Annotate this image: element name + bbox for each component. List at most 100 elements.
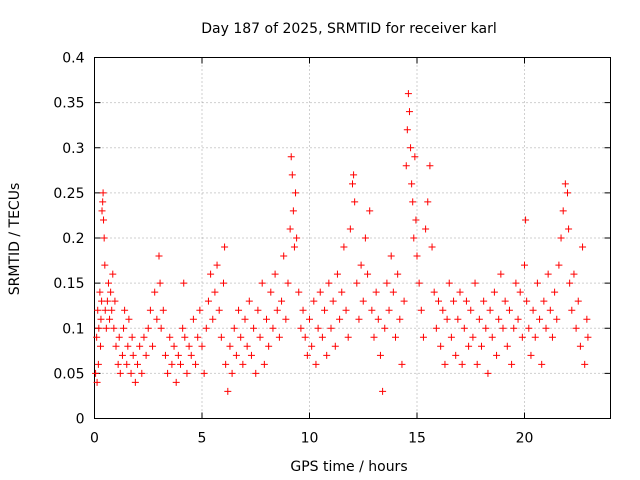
data-point — [467, 306, 475, 314]
x-tick-labels: 0 5 10 15 20 — [90, 431, 533, 447]
data-point — [286, 225, 294, 233]
data-point — [297, 324, 305, 332]
data-point — [258, 279, 266, 287]
data-point — [213, 261, 221, 269]
data-point — [103, 297, 111, 305]
data-point — [97, 342, 105, 350]
data-point — [111, 297, 119, 305]
data-point — [146, 306, 154, 314]
data-point — [120, 324, 128, 332]
data-point — [546, 306, 554, 314]
data-point — [211, 288, 219, 296]
data-point — [159, 306, 167, 314]
data-point — [170, 342, 178, 350]
data-point — [568, 306, 576, 314]
data-point — [123, 360, 131, 368]
data-point — [439, 306, 447, 314]
data-point — [129, 351, 137, 359]
data-point — [327, 324, 335, 332]
data-point — [426, 162, 434, 170]
data-point — [503, 342, 511, 350]
data-point — [269, 324, 277, 332]
y-tick-label: 0 — [76, 412, 85, 428]
data-point — [177, 360, 184, 368]
data-point — [128, 333, 136, 341]
data-point — [209, 315, 217, 323]
data-point — [415, 279, 423, 287]
data-point — [92, 369, 100, 377]
data-point — [124, 342, 132, 350]
data-point — [403, 126, 411, 134]
data-point — [220, 279, 227, 287]
data-point — [108, 306, 116, 314]
data-point — [221, 243, 229, 251]
data-point — [364, 270, 372, 278]
data-point — [179, 324, 187, 332]
data-point — [183, 369, 191, 377]
data-point — [460, 324, 468, 332]
data-point — [140, 333, 148, 341]
data-point — [361, 234, 369, 242]
data-point — [486, 306, 494, 314]
data-point — [217, 333, 225, 341]
data-point — [95, 324, 103, 332]
data-point — [344, 333, 352, 341]
data-point — [252, 369, 260, 377]
data-point — [370, 333, 378, 341]
data-point — [383, 279, 391, 287]
data-point — [408, 180, 416, 188]
data-point — [99, 189, 107, 197]
data-point — [323, 351, 331, 359]
data-point — [301, 333, 309, 341]
data-point — [495, 315, 503, 323]
data-point — [346, 225, 354, 233]
data-point — [142, 351, 150, 359]
data-point — [404, 90, 412, 98]
data-point — [381, 324, 389, 332]
data-point — [521, 261, 528, 269]
data-point — [99, 198, 107, 206]
data-point — [118, 351, 126, 359]
data-point — [411, 153, 419, 161]
data-point — [273, 306, 281, 314]
data-point — [523, 297, 531, 305]
data-point — [156, 279, 164, 287]
data-point — [570, 270, 578, 278]
data-point — [239, 360, 247, 368]
data-point — [198, 342, 206, 350]
data-point — [576, 342, 584, 350]
data-point — [359, 297, 367, 305]
x-tick-label: 0 — [90, 431, 99, 447]
data-point — [321, 306, 329, 314]
data-point — [564, 189, 571, 197]
data-point — [340, 243, 348, 251]
data-point — [271, 270, 279, 278]
data-point — [583, 315, 591, 323]
y-axis-label: SRMTID / TECUs — [7, 183, 23, 296]
data-point — [409, 198, 417, 206]
data-point — [245, 297, 253, 305]
data-point — [138, 369, 146, 377]
data-point — [267, 288, 275, 296]
y-tick-label: 0.4 — [62, 51, 84, 67]
data-point — [355, 315, 363, 323]
data-point — [522, 216, 530, 224]
data-point — [490, 288, 498, 296]
data-point — [333, 270, 341, 278]
data-point — [566, 279, 574, 287]
data-point — [166, 333, 174, 341]
data-point — [98, 207, 106, 215]
data-point — [441, 360, 449, 368]
data-point — [428, 243, 436, 251]
data-point — [289, 207, 297, 215]
x-tick-label: 20 — [516, 431, 534, 447]
data-point — [290, 243, 298, 251]
data-point — [149, 342, 157, 350]
data-point — [241, 315, 249, 323]
data-point — [413, 252, 421, 260]
data-point — [372, 288, 380, 296]
data-point — [131, 378, 139, 386]
data-point — [581, 360, 589, 368]
data-point — [127, 369, 135, 377]
data-point — [101, 306, 109, 314]
